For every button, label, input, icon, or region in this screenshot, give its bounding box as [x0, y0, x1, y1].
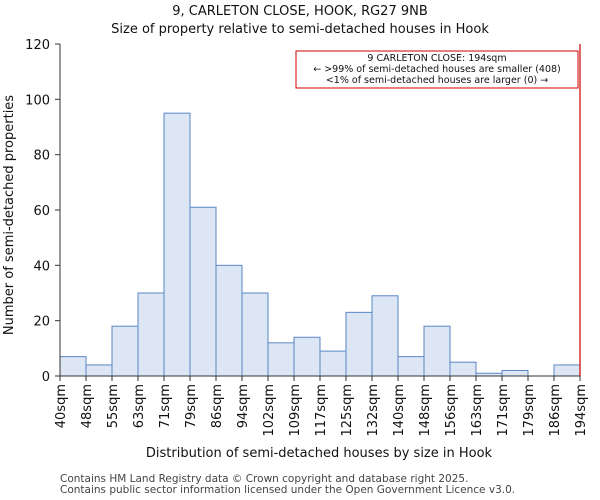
x-tick-label: 109sqm [288, 384, 303, 437]
x-tick-label: 171sqm [496, 384, 511, 437]
x-tick-label: 194sqm [574, 384, 589, 437]
histogram-bar [137, 292, 165, 377]
histogram-bar [423, 325, 451, 377]
histogram-bar [319, 350, 347, 377]
x-tick-label: 132sqm [366, 384, 381, 437]
y-tick-label: 0 [42, 370, 50, 385]
annotation-box [295, 50, 579, 89]
x-tick-label: 63sqm [132, 384, 147, 428]
x-tick-label: 163sqm [470, 384, 485, 437]
x-tick-label: 102sqm [262, 384, 277, 437]
y-tick-label: 120 [25, 38, 50, 53]
chart-title: 9, CARLETON CLOSE, HOOK, RG27 9NB [172, 4, 428, 19]
x-tick-label: 79sqm [184, 384, 199, 428]
x-tick-label: 55sqm [106, 384, 121, 428]
annotation-line: ← >99% of semi-detached houses are small… [313, 64, 561, 75]
x-tick-label: 148sqm [418, 384, 433, 437]
histogram-bar [371, 295, 399, 377]
chart-subtitle: Size of property relative to semi-detach… [111, 22, 489, 37]
histogram-bar [501, 369, 529, 377]
histogram-bar [59, 356, 87, 377]
histogram-bar [397, 356, 425, 377]
histogram-bar [449, 361, 477, 377]
x-axis-label: Distribution of semi-detached houses by … [146, 446, 493, 461]
annotation-line: <1% of semi-detached houses are larger (… [326, 75, 548, 86]
footer-licence: Contains public sector information licen… [60, 484, 516, 496]
histogram-bar [553, 364, 581, 377]
histogram-bar [293, 336, 321, 377]
x-tick-label: 40sqm [54, 384, 69, 428]
y-tick-label: 60 [33, 204, 50, 219]
annotation-line: 9 CARLETON CLOSE: 194sqm [367, 53, 506, 64]
histogram-bar [189, 206, 217, 377]
x-tick-label: 117sqm [314, 384, 329, 437]
footer-copyright: Contains HM Land Registry data © Crown c… [60, 473, 469, 485]
histogram-bar [163, 112, 191, 377]
y-axis-label: Number of semi-detached properties [2, 95, 17, 335]
x-tick-label: 71sqm [158, 384, 173, 428]
y-tick-label: 80 [33, 149, 50, 164]
y-tick-label: 100 [25, 93, 50, 108]
histogram-bar [241, 292, 269, 377]
histogram-bar [215, 264, 243, 377]
x-tick-label: 125sqm [340, 384, 355, 437]
histogram-bar [111, 325, 139, 377]
histogram-bar [267, 342, 295, 377]
x-tick-label: 186sqm [548, 384, 563, 437]
x-tick-label: 86sqm [210, 384, 225, 428]
x-tick-label: 94sqm [236, 384, 251, 428]
y-tick-label: 20 [33, 315, 50, 330]
x-tick-label: 140sqm [392, 384, 407, 437]
histogram-bar [345, 311, 373, 377]
histogram-bar [85, 364, 113, 377]
x-tick-label: 48sqm [80, 384, 95, 428]
x-tick-label: 179sqm [522, 384, 537, 437]
x-tick-label: 156sqm [444, 384, 459, 437]
y-tick-label: 40 [33, 259, 50, 274]
